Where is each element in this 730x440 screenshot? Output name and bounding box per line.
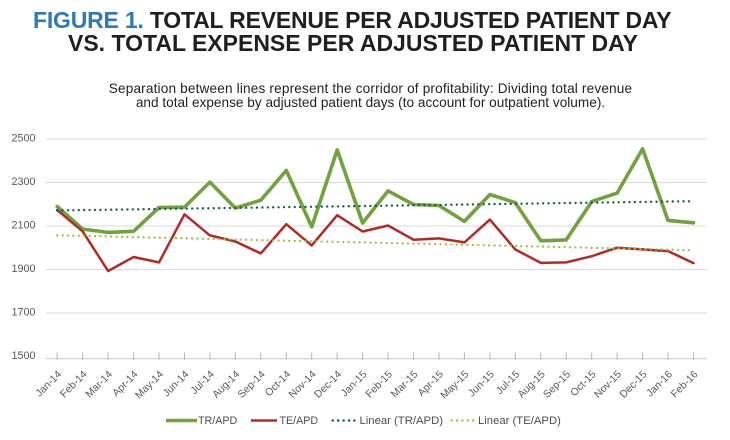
svg-text:Mar-14: Mar-14 bbox=[84, 369, 115, 400]
svg-text:TR/APD: TR/APD bbox=[198, 415, 237, 427]
svg-text:Aug-15: Aug-15 bbox=[516, 369, 548, 401]
svg-text:1900: 1900 bbox=[11, 263, 35, 275]
svg-text:1700: 1700 bbox=[11, 307, 35, 319]
svg-text:May-15: May-15 bbox=[439, 369, 471, 401]
svg-text:Linear (TR/APD): Linear (TR/APD) bbox=[360, 415, 444, 427]
svg-text:Sep-15: Sep-15 bbox=[542, 369, 574, 401]
svg-text:Sep-14: Sep-14 bbox=[236, 369, 268, 401]
svg-text:Feb-14: Feb-14 bbox=[59, 369, 90, 400]
svg-text:TE/APD: TE/APD bbox=[280, 415, 319, 427]
svg-text:Feb-16: Feb-16 bbox=[669, 369, 700, 400]
svg-text:Nov-15: Nov-15 bbox=[593, 369, 625, 401]
svg-text:Jun-14: Jun-14 bbox=[161, 369, 191, 399]
svg-text:Dec-15: Dec-15 bbox=[618, 369, 650, 401]
svg-text:Jun-15: Jun-15 bbox=[467, 369, 497, 399]
svg-text:Dec-14: Dec-14 bbox=[313, 369, 345, 401]
svg-text:2300: 2300 bbox=[11, 176, 35, 188]
svg-text:Mar-15: Mar-15 bbox=[389, 369, 420, 400]
svg-text:Linear (TE/APD): Linear (TE/APD) bbox=[478, 415, 561, 427]
svg-text:May-14: May-14 bbox=[134, 369, 166, 401]
svg-text:Aug-14: Aug-14 bbox=[211, 369, 243, 401]
svg-text:Feb-15: Feb-15 bbox=[364, 369, 395, 400]
svg-text:2500: 2500 bbox=[11, 133, 35, 145]
svg-text:2100: 2100 bbox=[11, 220, 35, 232]
svg-text:Nov-14: Nov-14 bbox=[287, 369, 319, 401]
svg-text:1500: 1500 bbox=[11, 350, 35, 362]
